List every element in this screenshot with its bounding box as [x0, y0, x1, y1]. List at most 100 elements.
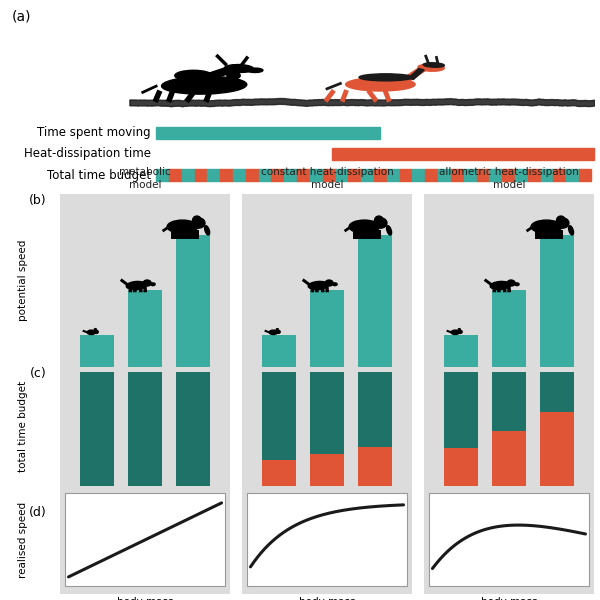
Bar	[539, 412, 574, 486]
Ellipse shape	[269, 330, 277, 335]
Text: (b): (b)	[29, 194, 46, 206]
Bar	[539, 235, 574, 367]
X-axis label: body mass: body mass	[117, 597, 173, 600]
Bar	[445, 335, 478, 367]
Bar	[476, 169, 490, 181]
Bar	[297, 169, 310, 181]
Text: Heat-dissipation time: Heat-dissipation time	[24, 148, 151, 160]
Bar	[539, 373, 574, 412]
Bar	[492, 373, 526, 431]
Bar	[176, 235, 209, 367]
Title: allometric heat-dissipation
model: allometric heat-dissipation model	[439, 167, 579, 190]
Polygon shape	[142, 281, 147, 287]
Bar	[323, 169, 335, 181]
Bar	[128, 290, 162, 367]
Ellipse shape	[151, 283, 155, 286]
Bar	[310, 169, 323, 181]
Bar	[492, 431, 526, 486]
Bar	[515, 169, 528, 181]
Ellipse shape	[94, 331, 98, 334]
Ellipse shape	[175, 70, 212, 81]
Ellipse shape	[94, 329, 97, 330]
Ellipse shape	[458, 331, 462, 334]
Bar	[182, 169, 194, 181]
Ellipse shape	[569, 226, 574, 235]
Bar	[464, 169, 476, 181]
Text: (c): (c)	[29, 367, 46, 380]
Bar	[194, 169, 208, 181]
Bar	[233, 169, 246, 181]
Bar	[128, 373, 162, 486]
Bar	[425, 169, 438, 181]
Ellipse shape	[418, 64, 445, 71]
Ellipse shape	[556, 218, 569, 228]
Ellipse shape	[325, 280, 333, 286]
Bar	[262, 460, 296, 486]
Bar	[176, 373, 209, 486]
Bar	[541, 169, 553, 181]
Polygon shape	[408, 68, 424, 79]
Bar	[80, 335, 115, 367]
Polygon shape	[199, 68, 233, 80]
Ellipse shape	[126, 281, 146, 290]
Bar	[412, 169, 425, 181]
Ellipse shape	[507, 280, 515, 286]
Title: constant heat-dissipation
model: constant heat-dissipation model	[260, 167, 394, 190]
Ellipse shape	[333, 283, 337, 286]
Bar	[246, 169, 259, 181]
Bar	[310, 290, 344, 367]
Bar	[400, 169, 412, 181]
FancyBboxPatch shape	[429, 493, 589, 586]
Polygon shape	[324, 281, 329, 287]
Ellipse shape	[451, 330, 460, 335]
Ellipse shape	[490, 281, 511, 290]
Polygon shape	[402, 68, 426, 81]
Bar	[310, 454, 344, 486]
Text: (a): (a)	[12, 10, 31, 23]
X-axis label: body mass: body mass	[481, 597, 537, 600]
Polygon shape	[506, 281, 511, 287]
Bar	[259, 169, 271, 181]
Ellipse shape	[247, 68, 263, 73]
Ellipse shape	[346, 78, 415, 91]
Bar	[284, 169, 297, 181]
Ellipse shape	[227, 72, 240, 79]
X-axis label: body mass: body mass	[299, 597, 355, 600]
Bar	[262, 373, 296, 460]
Bar	[271, 169, 284, 181]
Bar	[156, 169, 169, 181]
Bar	[335, 169, 349, 181]
Bar	[492, 290, 526, 367]
Ellipse shape	[143, 280, 151, 286]
Bar	[553, 169, 566, 181]
Ellipse shape	[167, 220, 198, 233]
Bar	[80, 373, 115, 486]
Bar	[358, 373, 392, 447]
Bar	[220, 169, 233, 181]
Bar	[358, 235, 392, 367]
Bar	[358, 447, 392, 486]
Ellipse shape	[276, 331, 280, 334]
Ellipse shape	[205, 226, 209, 235]
Ellipse shape	[308, 281, 328, 290]
FancyBboxPatch shape	[65, 493, 225, 586]
Bar	[208, 169, 220, 181]
Bar	[349, 169, 361, 181]
Text: Total time budget: Total time budget	[47, 169, 151, 182]
Text: Time spent moving: Time spent moving	[37, 127, 151, 139]
Bar	[438, 169, 451, 181]
Ellipse shape	[349, 220, 380, 233]
Ellipse shape	[557, 216, 565, 224]
Ellipse shape	[386, 226, 392, 235]
Bar	[387, 169, 400, 181]
Bar	[490, 169, 502, 181]
Ellipse shape	[374, 218, 387, 228]
Ellipse shape	[161, 76, 247, 94]
Ellipse shape	[374, 216, 383, 224]
Text: potential speed: potential speed	[17, 239, 28, 321]
Ellipse shape	[224, 65, 254, 73]
Bar	[169, 169, 182, 181]
Bar	[310, 373, 344, 454]
Bar	[528, 169, 541, 181]
Bar	[332, 148, 594, 160]
